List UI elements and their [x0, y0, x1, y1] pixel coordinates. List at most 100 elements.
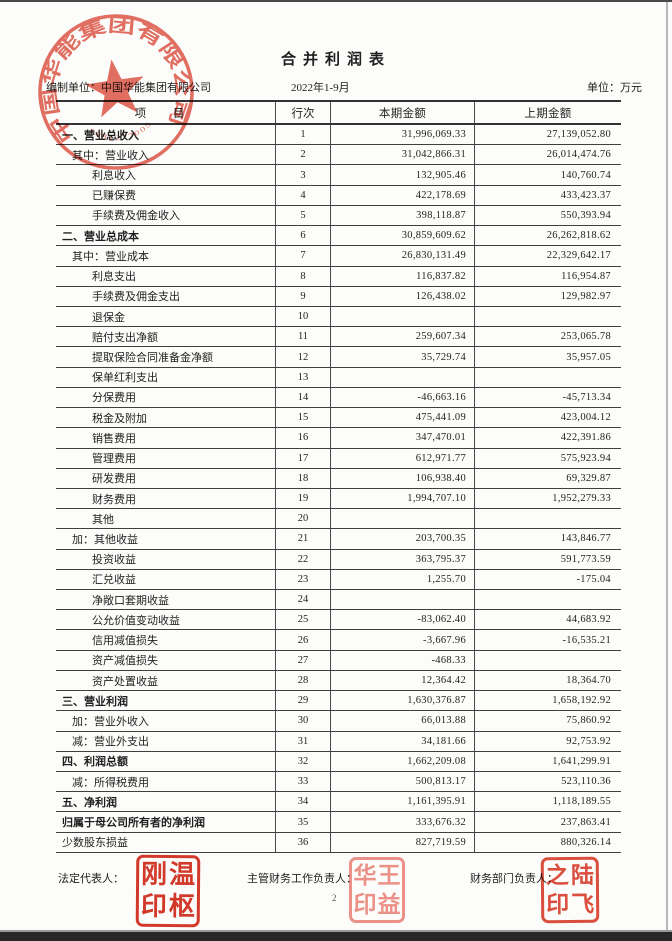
- cell-no: 7: [276, 246, 331, 266]
- cell-label: 一、营业总收入: [56, 125, 276, 145]
- cell-no: 2: [276, 145, 331, 165]
- cell-no: 30: [276, 711, 331, 731]
- table-row: 销售费用 16 347,470.01 422,391.86: [56, 428, 621, 449]
- cell-no: 6: [276, 226, 331, 246]
- cell-label: 减：营业外支出: [56, 731, 276, 751]
- cell-pri: 1,658,192.92: [552, 695, 611, 707]
- cell-label: 汇兑收益: [56, 569, 276, 590]
- table-row: 退保金 10: [56, 306, 621, 328]
- cell-no: 9: [276, 286, 331, 306]
- table-row: 赔付支出净额 11 259,607.34 253,065.78: [56, 327, 621, 348]
- cell-pri: 69,329.87: [566, 472, 611, 484]
- cell-no: 16: [276, 428, 331, 448]
- cell-cur: -83,062.40: [331, 610, 475, 630]
- finance-dept-name-seal: 之陆印飞: [540, 856, 600, 924]
- cell-no: 24: [276, 590, 331, 610]
- cell-pri: 26,014,474.76: [546, 149, 611, 161]
- cell-label: 保单红利支出: [56, 367, 276, 387]
- cell-label: 税金及附加: [56, 408, 276, 428]
- table-row: 手续费及佣金收入 5 398,118.87 550,393.94: [56, 205, 621, 227]
- finance-dept-label: 财务部门负责人：: [470, 873, 558, 885]
- cell-no: 29: [276, 691, 331, 711]
- cell-cur: 30,859,609.62: [331, 226, 475, 246]
- table-row: 汇兑收益 23 1,255.70 -175.04: [56, 569, 621, 591]
- cell-no: 12: [276, 347, 331, 367]
- cell-pri: 433,423.37: [560, 189, 611, 201]
- cell-label: 加：其他收益: [56, 529, 276, 549]
- cell-no: 31: [276, 731, 331, 751]
- cell-no: 5: [276, 205, 331, 226]
- cell-no: 3: [276, 165, 331, 185]
- seal-character: 印: [140, 891, 167, 921]
- report-period: 2022年1-9月: [291, 82, 350, 94]
- table-row: 减：营业外支出 31 34,181.66 92,753.92: [56, 731, 621, 752]
- cell-cur: 422,178.69: [331, 185, 475, 205]
- cell-pri: 1,118,189.55: [552, 796, 611, 808]
- table-row: 税金及附加 15 475,441.09 423,004.12: [56, 408, 621, 429]
- table-row: 提取保险合同准备金净额 12 35,729.74 35,957.05: [56, 347, 621, 368]
- cell-no: 11: [276, 327, 331, 347]
- table-row: 加：其他收益 21 203,700.35 143,846.77: [56, 529, 621, 550]
- cell-label: 加：营业外收入: [56, 711, 276, 731]
- table-row: 其中：营业收入 2 31,042,866.31 26,014,474.76: [56, 145, 621, 166]
- cell-pri: 880,326.14: [560, 836, 611, 848]
- table-row: 少数股东损益 36 827,719.59 880,326.14: [56, 832, 621, 853]
- table-row: 利息收入 3 132,905.46 140,760.74: [56, 165, 621, 186]
- cell-label: 其中：营业成本: [56, 246, 276, 266]
- legal-representative-label: 法定代表人：: [58, 873, 124, 885]
- cell-cur: 475,441.09: [331, 408, 475, 428]
- cell-no: 35: [276, 812, 331, 832]
- table-row: 一、营业总收入 1 31,996,069.33 27,139,052.80: [56, 125, 621, 146]
- cell-label: 净敞口套期收益: [56, 590, 276, 610]
- cell-no: 23: [276, 569, 331, 590]
- prepared-by: 编制单位：中国华能集团有限公司: [46, 82, 211, 94]
- page-title: 合并利润表: [280, 52, 391, 68]
- cell-pri: 143,846.77: [560, 533, 611, 545]
- scan-right-edge: [666, 2, 668, 941]
- cell-no: 27: [276, 650, 331, 670]
- table-row: 已赚保费 4 422,178.69 433,423.37: [56, 185, 621, 206]
- cell-pri: -45,713.34: [562, 391, 611, 403]
- cell-pri: 237,863.41: [560, 816, 611, 828]
- cell-cur: 26,830,131.49: [331, 246, 475, 266]
- cell-label: 提取保险合同准备金净额: [56, 347, 276, 367]
- cell-cur: 66,013.88: [331, 711, 475, 731]
- signature-footer: 法定代表人： 主管财务工作负责人： 财务部门负责人： 2 刚温印枢 华王印益 之…: [0, 850, 672, 932]
- cell-pri: 422,391.86: [560, 432, 611, 444]
- cell-cur: 126,438.02: [331, 286, 475, 306]
- cell-label: 五、净利润: [56, 792, 276, 812]
- cell-cur: [331, 367, 475, 387]
- income-statement-table: 项 目 行次 本期金额 上期金额 一、营业总收入 1 31,996,069.33 27…: [56, 100, 621, 853]
- cell-cur: 203,700.35: [331, 529, 475, 549]
- cell-label: 四、利润总额: [56, 751, 276, 771]
- cell-pri: 591,773.59: [560, 553, 611, 565]
- cell-no: 17: [276, 448, 331, 468]
- table-row: 二、营业总成本 6 30,859,609.62 26,262,818.62: [56, 226, 621, 247]
- table-row: 三、营业利润 29 1,630,376.87 1,658,192.92: [56, 691, 621, 712]
- cell-no: 20: [276, 509, 331, 529]
- cell-no: 22: [276, 549, 331, 569]
- cell-cur: 363,795.37: [331, 549, 475, 569]
- cell-label: 利息收入: [56, 165, 276, 185]
- finance-head-label: 主管财务工作负责人：: [247, 873, 357, 885]
- table-row: 五、净利润 34 1,161,395.91 1,118,189.55: [56, 792, 621, 813]
- cell-cur: -3,667.96: [331, 630, 475, 650]
- cell-label: 赔付支出净额: [56, 327, 276, 347]
- seal-character: 印: [546, 892, 570, 918]
- cell-pri: 26,262,818.62: [546, 230, 611, 242]
- cell-no: 25: [276, 610, 331, 630]
- table-header-row: 项 目 行次 本期金额 上期金额: [56, 100, 621, 125]
- scan-bottom-shadow: [0, 930, 672, 932]
- cell-label: 资产处置收益: [56, 670, 276, 691]
- cell-cur: 12,364.42: [331, 670, 475, 691]
- cell-no: 18: [276, 468, 331, 488]
- cell-pri: [475, 307, 621, 326]
- finance-head-name-seal: 华王印益: [349, 857, 405, 923]
- cell-label: 退保金: [56, 306, 276, 327]
- cell-pri: -175.04: [576, 573, 611, 585]
- table-row: 资产处置收益 28 12,364.42 18,364.70: [56, 670, 621, 692]
- cell-pri: 1,641,299.91: [552, 755, 611, 767]
- cell-pri: 523,110.36: [561, 776, 611, 788]
- cell-no: 32: [276, 751, 331, 771]
- cell-cur: 347,470.01: [331, 428, 475, 448]
